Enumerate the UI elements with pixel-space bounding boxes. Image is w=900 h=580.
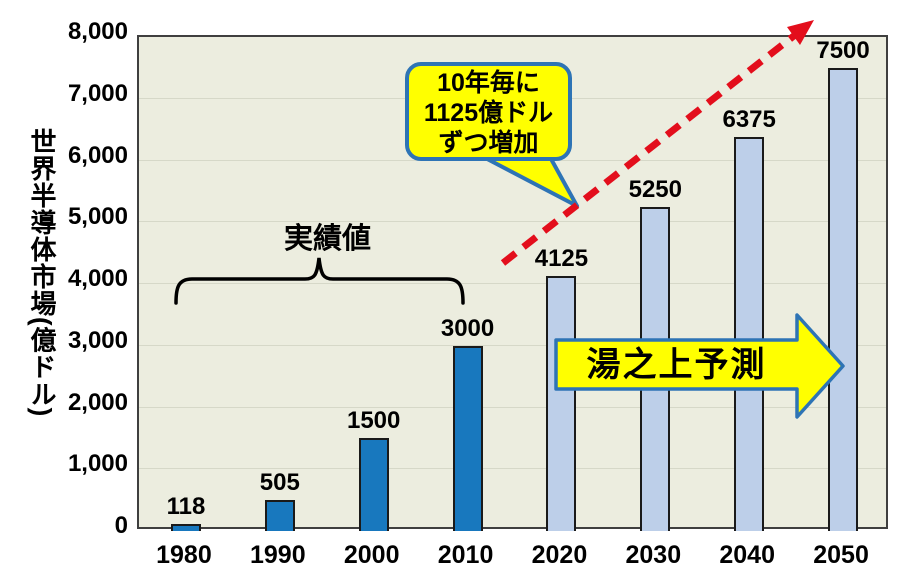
y-tick-label: 6,000 xyxy=(67,141,128,169)
y-axis-title: 世界半導体市場(億ドル) xyxy=(27,128,57,418)
bar-value-label: 7500 xyxy=(816,36,870,64)
callout-line-2: 1125億ドル xyxy=(423,99,554,127)
y-tick-label: 3,000 xyxy=(67,326,128,354)
x-tick-label: 1990 xyxy=(250,541,306,569)
gridline xyxy=(139,221,886,223)
bar-2050-forecast xyxy=(828,67,859,531)
y-tick-label: 5,000 xyxy=(67,203,128,231)
bar-2000-actual xyxy=(358,438,389,531)
bar-value-label: 6375 xyxy=(722,106,776,134)
callout-line-3: ずつ増加 xyxy=(438,129,539,157)
x-tick-label: 1980 xyxy=(156,541,212,569)
gridline xyxy=(139,344,886,346)
bar-value-label: 4125 xyxy=(534,245,589,273)
bar-value-label: 505 xyxy=(259,468,300,496)
bar-2040-forecast xyxy=(734,137,765,531)
x-tick-label: 2050 xyxy=(813,541,869,569)
y-tick-label: 0 xyxy=(114,512,128,539)
bar-value-label: 118 xyxy=(166,492,206,520)
callout-bubble: 10年毎に 1125億ドル ずつ増加 xyxy=(405,62,572,161)
actual-values-label: 実績値 xyxy=(283,223,371,255)
bar-2020-forecast xyxy=(546,276,577,531)
gridline xyxy=(139,283,886,284)
y-tick-label: 1,000 xyxy=(67,450,128,478)
x-tick-label: 2020 xyxy=(531,541,588,569)
callout-line-1: 10年毎に xyxy=(437,69,540,97)
y-tick-label: 2,000 xyxy=(67,388,128,416)
bar-2010-actual xyxy=(452,345,483,531)
bar-value-label: 5250 xyxy=(628,175,682,203)
x-tick-label: 2030 xyxy=(625,541,682,569)
bar-1990-actual xyxy=(264,499,295,531)
y-tick-label: 4,000 xyxy=(67,265,128,292)
forecast-arrow-label: 湯之上予測 xyxy=(586,346,767,384)
bar-value-label: 1500 xyxy=(346,407,401,435)
x-tick-label: 2000 xyxy=(343,541,400,569)
y-tick-label: 8,000 xyxy=(67,18,128,45)
x-tick-label: 2040 xyxy=(719,541,775,569)
gridline xyxy=(139,406,886,408)
gridline xyxy=(139,468,886,470)
bar-1980-actual xyxy=(170,523,201,531)
bar-value-label: 3000 xyxy=(440,314,495,342)
x-tick-label: 2010 xyxy=(437,541,494,569)
y-tick-label: 7,000 xyxy=(67,79,128,107)
